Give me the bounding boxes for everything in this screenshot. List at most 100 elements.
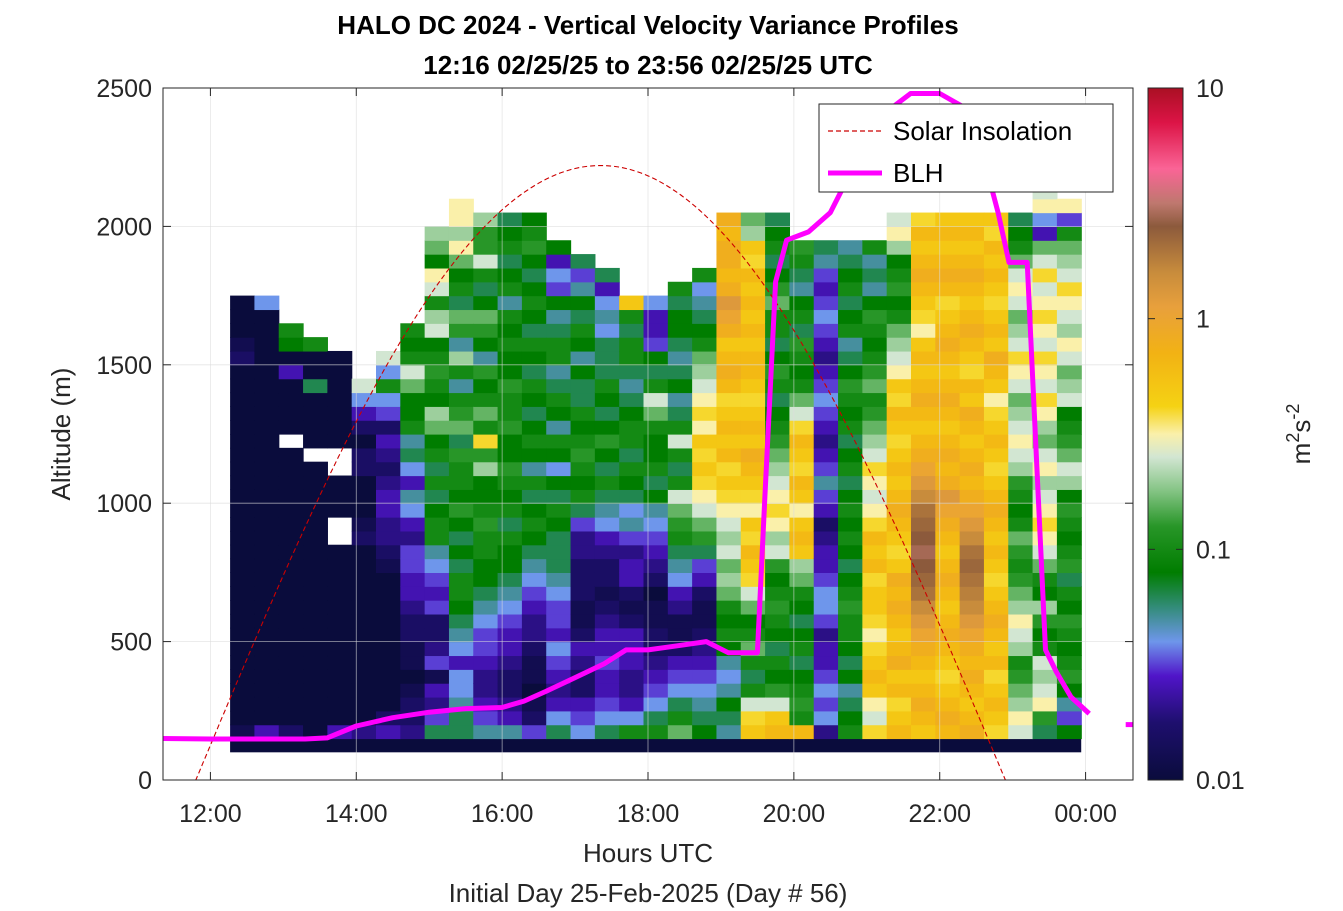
heatmap-cell (910, 350, 936, 366)
heatmap-cell (740, 281, 766, 297)
heatmap-cell (789, 530, 815, 546)
heatmap-cell (910, 475, 936, 490)
heatmap-cell (400, 586, 426, 601)
heatmap-cell (570, 447, 596, 463)
heatmap-cell (862, 572, 888, 587)
heatmap-cell (327, 600, 353, 615)
heatmap-cell (254, 392, 280, 407)
heatmap-cell (862, 420, 888, 435)
heatmap-cell (1056, 586, 1082, 601)
heatmap-cell (594, 420, 620, 435)
x-tick-label: 22:00 (908, 800, 971, 828)
heatmap-cell (910, 544, 936, 560)
heatmap-cell (278, 710, 304, 726)
heatmap-cell (448, 378, 474, 394)
heatmap-cell (546, 613, 572, 629)
heatmap-cell (838, 724, 863, 740)
heatmap-cell (765, 309, 791, 324)
heatmap-cell (400, 323, 426, 338)
heatmap-cell (862, 434, 888, 449)
heatmap-cell (862, 503, 888, 518)
heatmap-cell (910, 600, 936, 615)
heatmap-cell (570, 724, 596, 740)
heatmap-cell (497, 240, 523, 255)
heatmap-cell (1008, 378, 1034, 394)
heatmap-cell (765, 724, 791, 740)
heatmap-cell (813, 295, 839, 311)
x-tick-label: 18:00 (617, 800, 680, 828)
heatmap-cell (692, 447, 718, 463)
heatmap-cell (1056, 627, 1082, 643)
heatmap-cell (521, 267, 547, 283)
heatmap-cell (838, 295, 863, 311)
heatmap-cell (230, 350, 256, 366)
heatmap-cell (959, 323, 985, 338)
heatmap-cell (327, 544, 353, 560)
heatmap-cell (716, 683, 742, 698)
heatmap-cell (546, 655, 572, 670)
heatmap-cell (935, 240, 961, 255)
heatmap-cell (643, 683, 669, 698)
heatmap-cell (1008, 240, 1034, 255)
colorbar-ticks: 0.01 0.1 1 10 (1148, 75, 1245, 795)
heatmap-cell (619, 309, 645, 324)
heatmap-cell (838, 447, 863, 463)
heatmap-cell (1056, 572, 1082, 587)
heatmap-cell (643, 724, 669, 740)
heatmap-cell (789, 350, 815, 366)
heatmap-cell (473, 212, 499, 227)
heatmap-cell (740, 364, 766, 380)
x-tick-label: 14:00 (325, 800, 388, 828)
heatmap-cell (278, 586, 304, 601)
heatmap-cell (643, 586, 669, 601)
colorbar-label-base: m (1286, 443, 1316, 465)
heatmap-cell (497, 226, 523, 241)
heatmap-cell (473, 295, 499, 311)
heatmap-cell (716, 226, 742, 241)
heatmap-cell (351, 475, 377, 490)
heatmap-cell (886, 337, 912, 352)
heatmap-cell (910, 226, 936, 241)
heatmap-cell (716, 475, 742, 490)
heatmap-cell (546, 696, 572, 712)
heatmap-cell (473, 586, 499, 601)
heatmap-cell (935, 461, 961, 477)
heatmap-cell (740, 378, 766, 394)
heatmap-cell (303, 461, 328, 477)
heatmap-cell (546, 447, 572, 463)
heatmap-cell (667, 530, 693, 546)
heatmap-cell (886, 364, 912, 380)
heatmap-cell (351, 586, 377, 601)
heatmap-cell (448, 613, 474, 629)
heatmap-cell (594, 434, 620, 449)
heatmap-cell (376, 447, 401, 463)
heatmap-cell (351, 683, 377, 698)
heatmap-cell (643, 447, 669, 463)
heatmap-cell (619, 724, 645, 740)
heatmap-cell (497, 489, 523, 504)
heatmap-cell (667, 461, 693, 477)
heatmap-cell (230, 530, 256, 546)
heatmap-cell (789, 475, 815, 490)
heatmap-cell (862, 281, 888, 297)
heatmap-cell (619, 337, 645, 352)
heatmap-cell (1056, 240, 1082, 255)
heatmap-cell (376, 475, 401, 490)
heatmap-cell (643, 434, 669, 449)
heatmap-cell (351, 530, 377, 546)
heatmap-cell (570, 254, 596, 269)
heatmap-cell (765, 226, 791, 241)
heatmap-cell (765, 461, 791, 477)
heatmap-cell (570, 406, 596, 421)
legend-blh-label: BLH (893, 158, 944, 188)
heatmap-cell (351, 600, 377, 615)
heatmap-cell (886, 461, 912, 477)
heatmap-cell (935, 517, 961, 532)
heatmap-cell (570, 696, 596, 712)
heatmap-cell (667, 503, 693, 518)
heatmap-cell (546, 489, 572, 504)
colorbar-tick-label: 0.01 (1196, 767, 1245, 795)
heatmap-cell (910, 641, 936, 657)
heatmap-cell (570, 392, 596, 407)
heatmap-cell (521, 641, 547, 657)
